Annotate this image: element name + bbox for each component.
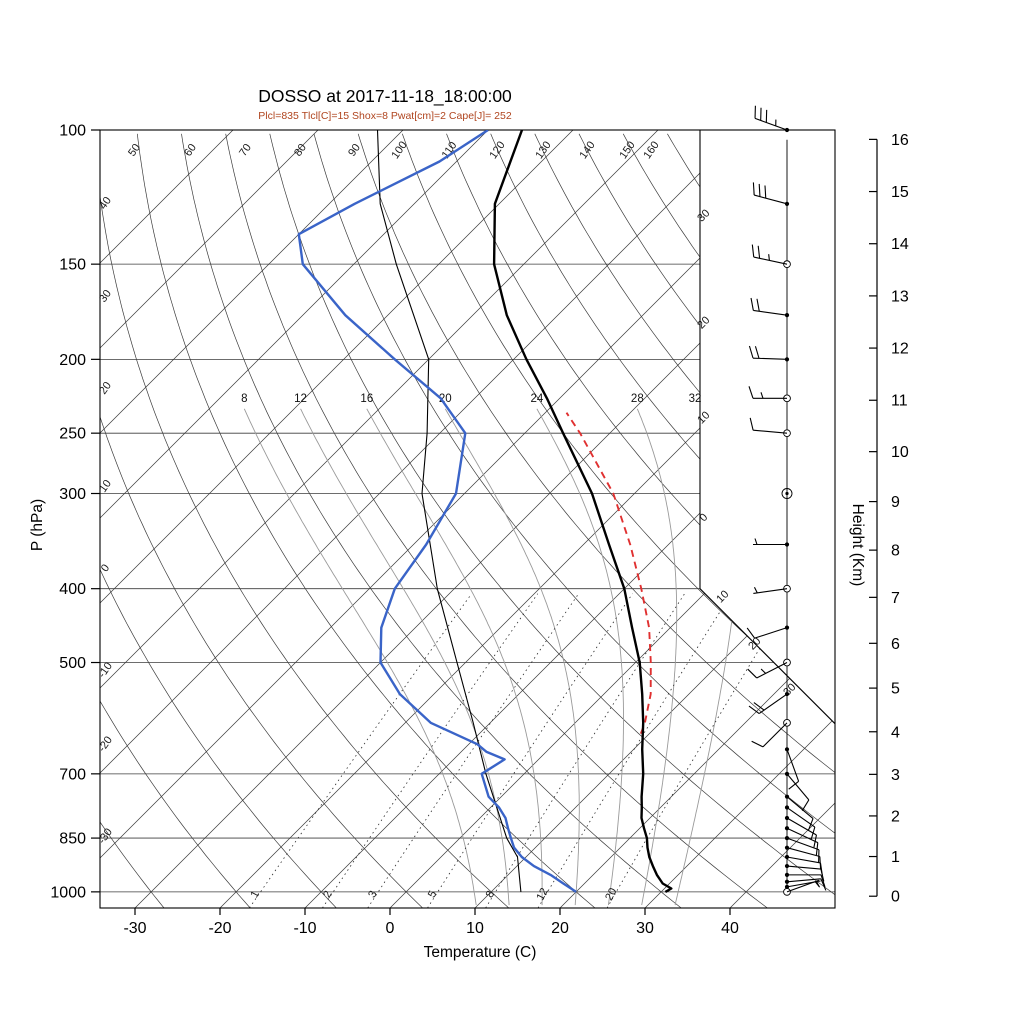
svg-text:160: 160 — [641, 139, 661, 161]
svg-text:12: 12 — [891, 341, 909, 358]
svg-text:2: 2 — [891, 808, 900, 825]
svg-text:30: 30 — [636, 920, 654, 937]
parcel-ascent-curve — [565, 412, 652, 735]
svg-text:3: 3 — [891, 767, 900, 784]
svg-text:0: 0 — [697, 511, 710, 524]
dewpoint-curve — [297, 130, 577, 893]
svg-text:Height (Km): Height (Km) — [849, 504, 866, 587]
svg-text:0: 0 — [891, 889, 900, 906]
clipped-grid — [100, 130, 835, 908]
svg-text:6: 6 — [891, 636, 900, 653]
svg-text:-10: -10 — [293, 920, 316, 937]
svg-text:130: 130 — [533, 139, 553, 161]
svg-text:24: 24 — [531, 393, 544, 405]
plot-border — [99, 129, 836, 909]
svg-text:30: 30 — [695, 207, 712, 224]
svg-text:10: 10 — [695, 409, 712, 426]
svg-text:40: 40 — [721, 920, 739, 937]
svg-text:500: 500 — [59, 655, 86, 672]
background-labels: 8 12 16 20 24 28 321 2 3 5 8 12 20403020100-10-20-30… — [96, 139, 798, 902]
svg-text:8: 8 — [241, 393, 247, 405]
svg-text:1000: 1000 — [50, 884, 86, 901]
svg-text:16: 16 — [360, 393, 373, 405]
svg-text:120: 120 — [487, 139, 507, 161]
svg-text:250: 250 — [59, 426, 86, 443]
svg-text:9: 9 — [891, 494, 900, 511]
svg-text:150: 150 — [617, 139, 637, 161]
svg-text:3: 3 — [366, 889, 379, 900]
svg-text:-10: -10 — [96, 660, 115, 680]
temperature-curve — [492, 130, 673, 893]
svg-text:16: 16 — [891, 132, 909, 149]
svg-text:140: 140 — [577, 139, 597, 161]
profiles-clipped — [297, 130, 673, 893]
sounding-profiles — [297, 130, 673, 893]
svg-text:70: 70 — [237, 142, 254, 159]
svg-text:8: 8 — [484, 889, 497, 900]
svg-text:1: 1 — [248, 889, 261, 900]
chart-title: DOSSO at 2017-11-18_18:00:00 — [258, 86, 512, 106]
svg-text:10: 10 — [714, 588, 731, 605]
svg-text:32: 32 — [689, 393, 702, 405]
svg-text:20: 20 — [97, 380, 114, 397]
svg-text:-20: -20 — [208, 920, 231, 937]
reference-curve — [376, 130, 522, 892]
svg-text:10: 10 — [97, 478, 114, 495]
svg-text:5: 5 — [891, 681, 900, 698]
svg-text:20: 20 — [551, 920, 569, 937]
svg-text:0: 0 — [386, 920, 395, 937]
svg-text:10: 10 — [466, 920, 484, 937]
svg-text:11: 11 — [891, 393, 908, 410]
svg-text:1: 1 — [891, 849, 900, 866]
svg-text:700: 700 — [59, 766, 86, 783]
svg-text:8: 8 — [891, 543, 900, 560]
svg-text:14: 14 — [891, 236, 909, 253]
svg-text:20: 20 — [695, 314, 712, 331]
svg-text:-20: -20 — [96, 734, 115, 754]
svg-text:60: 60 — [182, 142, 199, 159]
svg-text:400: 400 — [59, 581, 86, 598]
svg-text:-30: -30 — [96, 826, 115, 846]
wind-barb-column — [746, 105, 827, 896]
svg-text:P (hPa): P (hPa) — [29, 499, 46, 551]
svg-text:12: 12 — [294, 393, 307, 405]
svg-text:2: 2 — [321, 889, 334, 900]
svg-text:5: 5 — [426, 889, 439, 900]
svg-text:20: 20 — [603, 886, 619, 902]
svg-text:28: 28 — [631, 393, 644, 405]
svg-text:200: 200 — [59, 352, 86, 369]
svg-text:90: 90 — [346, 142, 363, 159]
svg-text:30: 30 — [97, 288, 114, 305]
svg-text:10: 10 — [891, 444, 909, 461]
svg-text:Temperature (C): Temperature (C) — [424, 944, 537, 961]
svg-text:13: 13 — [891, 288, 909, 305]
svg-text:150: 150 — [59, 257, 86, 274]
svg-text:100: 100 — [59, 123, 86, 140]
svg-text:4: 4 — [891, 724, 900, 741]
svg-text:12: 12 — [534, 886, 550, 902]
svg-text:7: 7 — [891, 590, 900, 607]
background-grid — [100, 130, 835, 908]
svg-text:850: 850 — [59, 831, 86, 848]
svg-text:50: 50 — [126, 142, 143, 159]
svg-text:100: 100 — [389, 139, 409, 161]
svg-text:80: 80 — [292, 142, 309, 159]
svg-text:-30: -30 — [123, 920, 146, 937]
svg-text:40: 40 — [97, 195, 114, 212]
svg-text:0: 0 — [99, 562, 112, 574]
svg-text:15: 15 — [891, 184, 909, 201]
svg-text:300: 300 — [59, 486, 86, 503]
chart-subtitle: Plcl=835 Tlcl[C]=15 Shox=8 Pwat[cm]=2 Ca… — [258, 110, 512, 122]
